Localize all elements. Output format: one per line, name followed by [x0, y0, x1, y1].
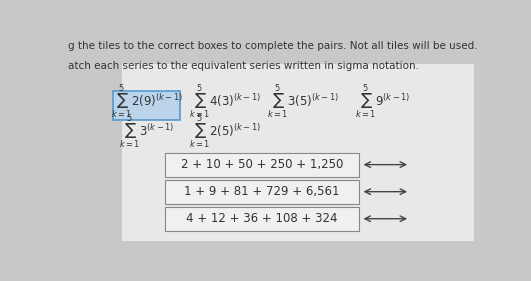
Text: atch each series to the equivalent series written in sigma notation.: atch each series to the equivalent serie… [68, 61, 419, 71]
Text: g the tiles to the correct boxes to complete the pairs. Not all tiles will be us: g the tiles to the correct boxes to comp… [68, 41, 478, 51]
Text: 4 + 12 + 36 + 108 + 324: 4 + 12 + 36 + 108 + 324 [186, 212, 338, 225]
Text: $\sum_{k=1}^{5} 2(5)^{(k-1)}$: $\sum_{k=1}^{5} 2(5)^{(k-1)}$ [189, 113, 261, 151]
FancyBboxPatch shape [122, 64, 474, 241]
Text: 1 + 9 + 81 + 729 + 6,561: 1 + 9 + 81 + 729 + 6,561 [184, 185, 340, 198]
FancyBboxPatch shape [113, 91, 181, 120]
FancyBboxPatch shape [165, 153, 358, 176]
FancyBboxPatch shape [165, 207, 358, 231]
Text: $\sum_{k=1}^{5} 3^{(k-1)}$: $\sum_{k=1}^{5} 3^{(k-1)}$ [119, 113, 174, 151]
Text: 2 + 10 + 50 + 250 + 1,250: 2 + 10 + 50 + 250 + 1,250 [181, 158, 343, 171]
Text: $\sum_{k=1}^{5} 4(3)^{(k-1)}$: $\sum_{k=1}^{5} 4(3)^{(k-1)}$ [189, 83, 261, 121]
Text: $\sum_{k=1}^{5} 2(9)^{(k-1)}$: $\sum_{k=1}^{5} 2(9)^{(k-1)}$ [110, 83, 183, 121]
Text: $\sum_{k=1}^{5} 3(5)^{(k-1)}$: $\sum_{k=1}^{5} 3(5)^{(k-1)}$ [267, 83, 339, 121]
FancyBboxPatch shape [165, 180, 358, 203]
Text: $\sum_{k=1}^{5} 9^{(k-1)}$: $\sum_{k=1}^{5} 9^{(k-1)}$ [355, 83, 411, 121]
